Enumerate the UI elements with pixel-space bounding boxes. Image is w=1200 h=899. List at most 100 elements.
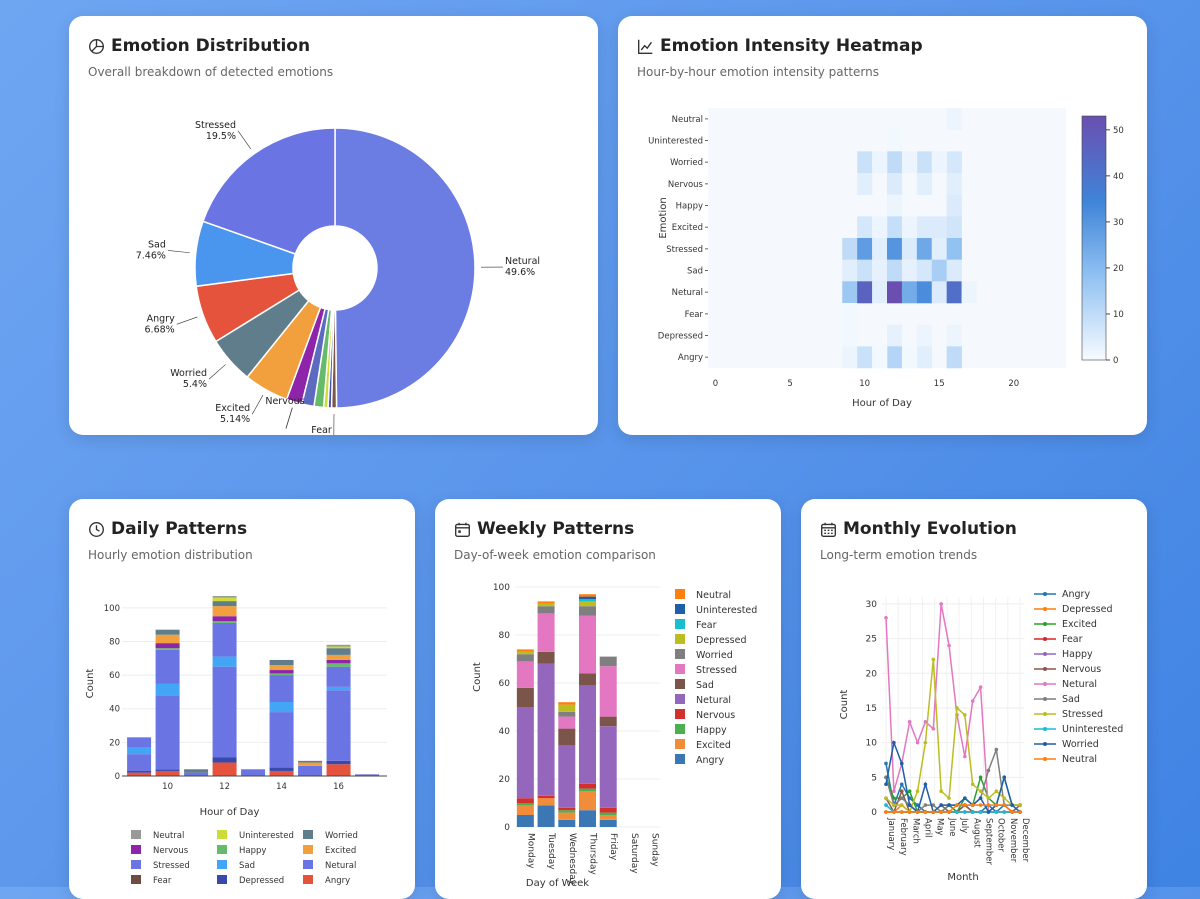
- monthly-point-neutral: [916, 810, 920, 814]
- weekly-bar-uninterested: [579, 597, 596, 599]
- weekly-bar-stressed: [517, 661, 534, 687]
- monthly-point-sad: [900, 796, 904, 800]
- weekly-bar-worried: [538, 606, 555, 613]
- monthly-point-uninterested: [971, 810, 975, 814]
- weekly-bar-nervous: [538, 796, 555, 798]
- weekly-bar-stressed: [579, 616, 596, 674]
- monthly-point-stressed: [947, 796, 951, 800]
- monthly-point-sad: [987, 769, 991, 773]
- weekly-legend-swatch: [675, 664, 685, 674]
- weekly-bar-worried: [517, 654, 534, 661]
- monthly-point-netural: [963, 755, 967, 759]
- heatmap-cell: [902, 281, 917, 303]
- pie-label-angry: Angry: [147, 313, 175, 324]
- daily-bar-sad: [156, 684, 180, 696]
- heatmap-cell: [887, 281, 902, 303]
- weekly-legend-swatch: [675, 679, 685, 689]
- weekly-legend-label: Depressed: [696, 635, 747, 646]
- heatmap-cell: [887, 195, 902, 217]
- heatmap-x-tick: 5: [787, 379, 792, 389]
- heatmap-cell: [842, 303, 857, 325]
- heatmap-x-axis-label: Hour of Day: [852, 398, 912, 409]
- daily-bar-worried: [327, 648, 351, 655]
- heatmap-cell: [872, 346, 887, 368]
- monthly-y-tick: 20: [866, 669, 878, 679]
- pie-leader-line: [177, 317, 198, 324]
- weekly-y-tick: 80: [499, 631, 511, 641]
- daily-bar-excited: [298, 763, 322, 766]
- heatmap-cell: [947, 151, 962, 173]
- monthly-point-neutral: [1018, 810, 1022, 814]
- weekly-legend-label: Netural: [696, 695, 731, 706]
- daily-bar-nervous: [156, 643, 180, 648]
- daily-bar-worried: [270, 660, 294, 665]
- weekly-legend-label: Worried: [696, 650, 733, 661]
- colorbar-tick-label: 20: [1113, 264, 1124, 274]
- monthly-y-tick: 15: [866, 704, 877, 714]
- weekly-bar-depressed: [538, 604, 555, 606]
- emotion-heatmap-chart: NeutralUninterestedWorriedNervousHappyEx…: [618, 16, 1147, 435]
- heatmap-row-label: Angry: [678, 353, 703, 363]
- weekly-bar-sad: [558, 729, 575, 746]
- daily-legend-label: Fear: [153, 876, 172, 886]
- monthly-point-worried: [924, 782, 928, 786]
- heatmap-cell: [917, 216, 932, 238]
- daily-x-tick: 12: [219, 782, 230, 792]
- pie-value-sad: 7.46%: [136, 250, 166, 261]
- monthly-point-uninterested: [884, 803, 888, 807]
- monthly-point-netural: [939, 602, 943, 606]
- weekly-bar-angry: [600, 820, 617, 827]
- pie-value-netural: 49.6%: [505, 267, 535, 278]
- heatmap-cell: [857, 216, 872, 238]
- heatmap-colorbar: [1082, 116, 1106, 360]
- daily-bar-uninterested: [327, 647, 351, 649]
- pie-label-netural: Netural: [505, 256, 540, 267]
- weekly-y-tick: 100: [493, 583, 510, 593]
- heatmap-cell: [887, 151, 902, 173]
- heatmap-row-label: Worried: [670, 158, 703, 168]
- monthly-point-nervous: [900, 789, 904, 793]
- heatmap-cell: [947, 346, 962, 368]
- heatmap-cell: [932, 238, 947, 260]
- monthly-x-tick: August: [971, 818, 981, 848]
- heatmap-cell: [842, 238, 857, 260]
- pie-leader-line: [238, 131, 251, 149]
- monthly-point-stressed: [955, 706, 959, 710]
- heatmap-cell: [872, 281, 887, 303]
- monthly-point-netural: [971, 699, 975, 703]
- daily-legend-label: Nervous: [153, 846, 189, 856]
- heatmap-cell: [917, 281, 932, 303]
- heatmap-cell: [902, 238, 917, 260]
- daily-bar-angry: [156, 771, 180, 776]
- monthly-evolution-card: Monthly Evolution Long-term emotion tren…: [801, 499, 1147, 899]
- heatmap-cell: [902, 260, 917, 282]
- daily-legend-swatch: [217, 830, 227, 839]
- monthly-point-stressed: [987, 796, 991, 800]
- heatmap-x-tick: 10: [859, 379, 870, 389]
- monthly-legend-marker: [1043, 622, 1047, 626]
- pie-label-fear: Fear: [311, 425, 332, 435]
- heatmap-cell: [917, 325, 932, 347]
- heatmap-cell: [917, 238, 932, 260]
- daily-bar-depressed: [156, 769, 180, 771]
- monthly-point-stressed: [1018, 803, 1022, 807]
- monthly-point-stressed: [931, 658, 935, 662]
- monthly-point-netural: [892, 789, 896, 793]
- daily-bar-depressed: [213, 758, 237, 763]
- monthly-point-stressed: [892, 803, 896, 807]
- heatmap-cell: [887, 346, 902, 368]
- daily-bar-uninterested: [213, 598, 237, 601]
- monthly-legend-label: Happy: [1062, 649, 1093, 660]
- colorbar-tick-label: 0: [1113, 356, 1118, 366]
- weekly-patterns-card: Weekly Patterns Day-of-week emotion comp…: [435, 499, 781, 899]
- daily-bar-angry: [327, 764, 351, 776]
- monthly-y-axis-label: Count: [839, 690, 850, 720]
- daily-x-axis-label: Hour of Day: [200, 807, 260, 818]
- heatmap-cell: [947, 325, 962, 347]
- daily-bar-stressed: [270, 675, 294, 702]
- daily-x-tick: 10: [162, 782, 173, 792]
- heatmap-cell: [887, 173, 902, 195]
- daily-y-tick: 100: [104, 604, 120, 614]
- monthly-point-neutral: [995, 803, 999, 807]
- daily-legend-label: Neutral: [153, 831, 184, 841]
